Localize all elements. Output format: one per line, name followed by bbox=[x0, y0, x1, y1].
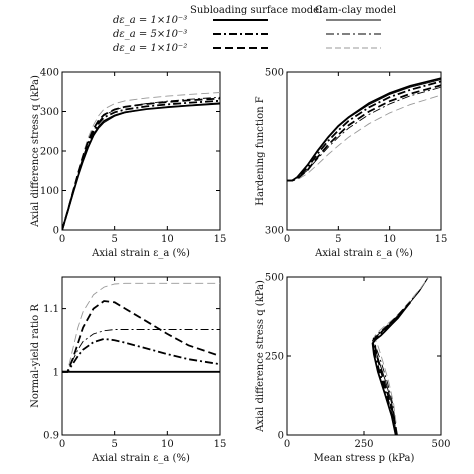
x-tick-label: 500 bbox=[431, 439, 450, 450]
series-line-cam-clay-5e-3 bbox=[372, 277, 429, 435]
y-tick-label: 300 bbox=[40, 107, 59, 118]
legend-header-camclay: Cam-clay model bbox=[315, 5, 396, 16]
y-tick-label: 250 bbox=[265, 352, 284, 363]
y-tick-label: 1 bbox=[53, 367, 59, 378]
x-tick-label: 15 bbox=[214, 439, 227, 450]
panel-normal-yield-ratio: 0 5 10 15 0.9 1 1.1 Axial strain ε_a (%) Normal-… bbox=[30, 276, 227, 464]
panel-hardening-function: 0 5 10 15 300 500 Axial strain ε_a (%) Hardenin… bbox=[255, 68, 447, 260]
series-line-cam-clay-1e-2 bbox=[62, 282, 220, 373]
y-tick-label: 0.9 bbox=[43, 431, 59, 442]
x-tick-label: 10 bbox=[383, 234, 396, 245]
x-axis-label: Axial strain ε_a (%) bbox=[91, 453, 190, 464]
series-line-subloading-1e-2 bbox=[373, 301, 411, 435]
x-axis-label: Axial strain ε_a (%) bbox=[314, 248, 413, 259]
series-line-cam-clay-1e-3 bbox=[62, 102, 220, 230]
legend-row-label-2: dε_a = 5×10⁻³ bbox=[113, 29, 187, 40]
legend-row-label-1: dε_a = 1×10⁻³ bbox=[113, 15, 187, 26]
plot-frame bbox=[286, 276, 442, 436]
y-tick-label: 100 bbox=[40, 186, 59, 197]
x-tick-label: 0 bbox=[59, 439, 65, 450]
x-tick-label: 15 bbox=[214, 234, 227, 245]
series-line-cam-clay-5e-3 bbox=[62, 96, 220, 230]
series-line-cam-clay-5e-3 bbox=[287, 86, 441, 182]
x-tick-label: 5 bbox=[111, 234, 117, 245]
series-line-subloading-1e-2 bbox=[62, 300, 220, 373]
y-tick-label: 300 bbox=[265, 226, 284, 237]
y-tick-label: 500 bbox=[265, 273, 284, 284]
y-tick-label: 0 bbox=[53, 226, 59, 237]
series-line-subloading-5e-3 bbox=[62, 337, 220, 373]
y-tick-label: 500 bbox=[265, 68, 284, 79]
y-tick-label: 0 bbox=[278, 431, 284, 442]
plot-frame bbox=[286, 71, 442, 231]
legend-header-subloading: Subloading surface model bbox=[190, 5, 322, 16]
legend-row-label-3: dε_a = 1×10⁻² bbox=[113, 43, 187, 54]
x-axis-label: Axial strain ε_a (%) bbox=[91, 248, 190, 259]
x-tick-label: 5 bbox=[111, 439, 117, 450]
panel-stress-path: 0 250 500 0 250 500 Mean stress p (kPa) Axial d… bbox=[255, 273, 451, 465]
x-tick-label: 10 bbox=[161, 234, 174, 245]
x-tick-label: 0 bbox=[284, 439, 290, 450]
y-axis-label: Hardening function F bbox=[255, 96, 266, 205]
x-tick-label: 250 bbox=[354, 439, 373, 450]
y-axis-label: Axial difference stress q (kPa) bbox=[30, 75, 41, 228]
y-axis-label: Axial difference stress q (kPa) bbox=[255, 280, 266, 433]
series-line-cam-clay-1e-3 bbox=[372, 277, 429, 435]
x-tick-label: 0 bbox=[59, 234, 65, 245]
legend: Subloading surface model Cam-clay model … bbox=[113, 5, 396, 54]
y-tick-label: 400 bbox=[40, 68, 59, 79]
series-line-subloading-1e-3 bbox=[62, 102, 220, 230]
x-tick-label: 0 bbox=[284, 234, 290, 245]
series-line-subloading-1e-2 bbox=[287, 84, 441, 182]
plot-frame bbox=[61, 276, 221, 436]
series-line-subloading-5e-3 bbox=[287, 80, 441, 182]
x-tick-label: 15 bbox=[435, 234, 448, 245]
y-tick-label: 200 bbox=[40, 147, 59, 158]
y-tick-label: 1.1 bbox=[43, 304, 59, 315]
x-tick-label: 10 bbox=[161, 439, 174, 450]
series-line-subloading-5e-3 bbox=[62, 99, 220, 230]
series-line-subloading-1e-3 bbox=[287, 77, 441, 182]
series-line-cam-clay-1e-2 bbox=[373, 277, 429, 435]
series-line-cam-clay-5e-3 bbox=[62, 329, 220, 373]
x-axis-label: Mean stress p (kPa) bbox=[314, 453, 415, 464]
series-line-subloading-1e-2 bbox=[62, 97, 220, 230]
y-axis-label: Normal-yield ratio R bbox=[30, 304, 41, 408]
panel-stress-strain: 0 5 10 15 0 100 200 300 400 Axial strain ε_a (%) A… bbox=[30, 68, 226, 260]
x-tick-label: 5 bbox=[335, 234, 341, 245]
series-line-cam-clay-1e-2 bbox=[62, 92, 220, 230]
